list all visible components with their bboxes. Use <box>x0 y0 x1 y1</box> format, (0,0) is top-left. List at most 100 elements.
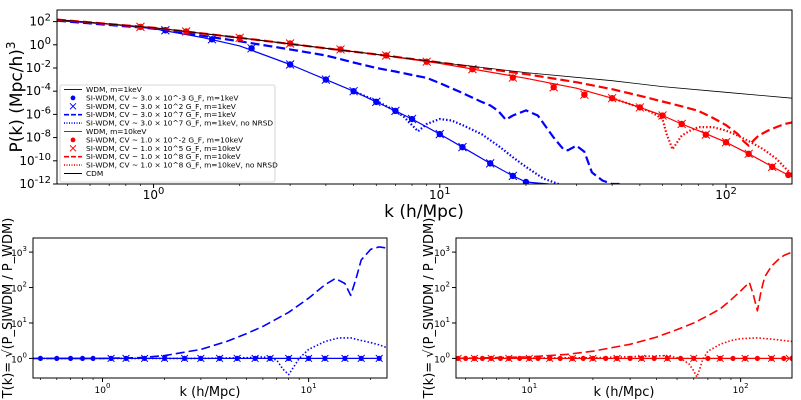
main-axes-frame <box>56 9 793 185</box>
main-power-spectrum-axes: 100 101 102 102 100 10-2 10-4 10-6 10-8 10-10 10-… <box>4 9 793 222</box>
data-point <box>508 171 518 181</box>
y-tick-label: 103 <box>11 245 27 259</box>
y-tick-label: 10-4 <box>26 82 51 98</box>
data-point <box>247 43 256 53</box>
legend-entry: SI-WDM, CV ~ 3.0 × 10^2 G_F, m=1keV <box>69 102 236 111</box>
legend-entry: WDM, m=10keV <box>64 127 147 136</box>
data-point <box>284 354 293 363</box>
x-tick-label: 101 <box>301 382 317 396</box>
x-tick-label: 100 <box>95 382 111 396</box>
data-point <box>689 354 698 363</box>
legend-entry: SI-WDM, CV ~ 1.0 × 10^5 G_F, m=10keV <box>69 144 241 153</box>
data-point <box>54 355 60 362</box>
ratio-10kev-x-axis-label: k (h/Mpc) <box>593 385 654 400</box>
data-point <box>730 355 736 362</box>
legend-marker <box>70 137 76 143</box>
data-point <box>744 149 754 159</box>
y-tick-label: 10-8 <box>26 129 51 145</box>
data-point <box>160 354 169 363</box>
series-line <box>611 97 792 176</box>
series-ratio-10kev-3 <box>456 337 792 378</box>
y-tick-label: 10-2 <box>26 59 51 75</box>
y-tick-label: 100 <box>11 351 27 365</box>
data-point <box>613 354 621 363</box>
legend-frame <box>59 84 276 183</box>
data-point <box>251 354 259 363</box>
legend-label: SI-WDM, CV ~ 1.0 × 10^-2 G_F, m=10keV <box>86 135 243 144</box>
legend-marker <box>69 144 77 152</box>
series-ratio-10kev-1 <box>456 354 792 363</box>
legend-label: WDM, m=1keV <box>86 85 142 94</box>
ratio-1kev-axes: 100 101 100 101 102 103 k (h/Mpc) T(k)= √(P_… <box>1 218 388 400</box>
series-line <box>456 337 792 378</box>
legend-label: WDM, m=10keV <box>86 127 147 136</box>
legend-label: SI-WDM, CV ~ 1.0 × 10^8 G_F, m=10keV <box>86 152 241 161</box>
y-tick-label: 10-10 <box>19 152 51 168</box>
y-tick-label: 101 <box>11 316 27 330</box>
ratio-10kev-axes: 101 102 100 101 102 103 k (h/Mpc) T(k)= √(P_… <box>422 218 793 400</box>
data-point <box>701 130 711 139</box>
data-point <box>508 73 518 82</box>
data-point <box>767 162 777 172</box>
y-tick-label: 102 <box>29 13 51 29</box>
y-tick-label: 10-6 <box>26 105 51 121</box>
series-line <box>33 246 387 360</box>
ratio-10kev-y-axis-label: T(k)= √(P_SIWDM / P_WDM) <box>422 218 437 400</box>
data-point <box>716 354 724 363</box>
legend-label: SI-WDM, CV ~ 1.0 × 10^5 G_F, m=10keV <box>86 144 241 153</box>
data-point <box>140 354 149 363</box>
data-point <box>485 159 495 168</box>
data-point <box>357 354 366 363</box>
data-point <box>197 354 205 363</box>
data-point <box>266 354 274 363</box>
y-tick-label: 102 <box>11 281 27 295</box>
data-point <box>341 354 349 363</box>
data-point <box>321 354 329 363</box>
legend-label: SI-WDM, CV ~ 1.0 × 10^8 G_F, m=10keV, no… <box>86 161 278 170</box>
series-line <box>33 337 387 376</box>
data-point <box>525 354 534 363</box>
legend-label: SI-WDM, CV ~ 3.0 × 10^7 G_F, m=1keV, no … <box>86 119 273 128</box>
legend-entry: SI-WDM, CV ~ 1.0 × 10^8 G_F, m=10keV, no… <box>64 161 278 170</box>
data-point <box>549 82 559 92</box>
series-main-10 <box>57 19 792 99</box>
x-tick-label: 100 <box>143 186 165 202</box>
legend-label: SI-WDM, CV ~ 3.0 × 10^-3 G_F, m=1keV <box>86 93 238 102</box>
data-point <box>304 354 313 363</box>
series-ratio-1kev-1 <box>107 354 383 363</box>
series-ratio-1kev-3 <box>33 337 387 376</box>
y-tick-label: 100 <box>434 351 450 365</box>
main-y-axis-label: P(k) (Mpc/h)3 <box>4 42 27 153</box>
data-point <box>435 129 445 139</box>
y-tick-label: 103 <box>434 245 450 259</box>
ratio-1kev-axes-frame <box>32 237 388 379</box>
data-point <box>67 355 74 362</box>
data-point <box>522 178 530 184</box>
series-main-9 <box>611 97 792 176</box>
data-point <box>754 355 760 362</box>
legend-entry: WDM, m=1keV <box>64 85 142 94</box>
data-point <box>336 45 345 54</box>
ratio-10kev-axes-frame <box>455 237 793 379</box>
data-point <box>767 354 776 363</box>
series-main-3 <box>57 19 622 184</box>
x-tick-label: 102 <box>733 382 749 396</box>
data-point <box>651 355 657 362</box>
data-point <box>458 142 467 152</box>
y-tick-label: 10-12 <box>19 175 51 191</box>
series-ratio-1kev-2 <box>33 246 387 360</box>
x-tick-label: 102 <box>715 186 737 202</box>
data-point <box>658 111 667 120</box>
ratio-1kev-x-axis-label: k (h/Mpc) <box>179 385 240 400</box>
y-tick-label: 102 <box>434 281 450 295</box>
data-point <box>321 75 331 84</box>
legend-entry: SI-WDM, CV ~ 1.0 × 10^-2 G_F, m=10keV <box>70 135 243 144</box>
series-line <box>57 19 792 99</box>
legend-label: SI-WDM, CV ~ 3.0 × 10^7 G_F, m=1keV <box>86 110 236 119</box>
y-tick-label: 101 <box>434 316 450 330</box>
series-ratio-10kev-2 <box>456 251 792 360</box>
data-point <box>677 119 687 129</box>
data-point <box>741 354 749 363</box>
